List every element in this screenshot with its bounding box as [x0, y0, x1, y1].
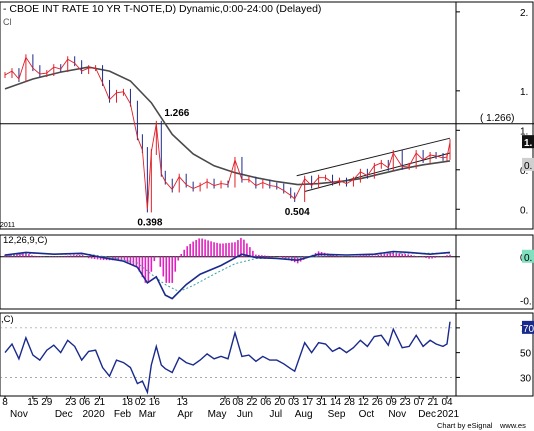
- x-tick-label: 29: [41, 397, 53, 408]
- y-tick-label: 0.: [520, 205, 528, 216]
- macd-last-box: [522, 249, 534, 263]
- x-month-label: 2020: [82, 409, 105, 420]
- x-tick-label: 26: [219, 397, 231, 408]
- y-tick-label: -0.: [520, 296, 532, 307]
- price-annotation: 0.398: [137, 217, 162, 228]
- x-month-label: Aug: [295, 409, 313, 420]
- macd-panel: 0.-0.0.: [0, 237, 534, 307]
- x-tick-label: 02: [135, 397, 147, 408]
- x-tick-label: 13: [177, 397, 189, 408]
- last-price-label: 1.: [524, 138, 533, 149]
- price-corner-label: Cl: [3, 17, 12, 27]
- chart-title: - CBOE INT RATE 10 YR T-NOTE,D) Dynamic,…: [3, 3, 321, 15]
- x-month-label: May: [208, 409, 227, 420]
- y-tick-label: 0.: [520, 166, 528, 177]
- x-month-label: Apr: [177, 409, 193, 420]
- channel-upper-line: [296, 137, 451, 177]
- x-tick-label: 08: [232, 397, 244, 408]
- x-tick-label: 22: [246, 397, 258, 408]
- x-month-label: Nov: [388, 409, 406, 420]
- x-tick-label: 06: [79, 397, 91, 408]
- ma-value-label: 0.: [524, 161, 532, 172]
- x-tick-label: 21: [94, 397, 106, 408]
- macd-title: 12,26,9,C): [3, 235, 47, 246]
- x-tick-label: 20: [274, 397, 286, 408]
- x-tick-label: 18: [122, 397, 134, 408]
- x-tick-label: 23: [400, 397, 412, 408]
- axis-border: [455, 234, 534, 310]
- x-tick-label: 8: [2, 397, 8, 408]
- y-tick-label: 50: [520, 349, 532, 360]
- x-tick-label: 21: [428, 397, 440, 408]
- x-tick-label: 12: [358, 397, 370, 408]
- x-tick-label: 28: [344, 397, 356, 408]
- ma-value-box: [522, 157, 534, 171]
- axis-border: [455, 312, 534, 397]
- panel-frames: [0, 1, 534, 397]
- price-footer-label: 2011: [0, 222, 15, 229]
- x-month-label: Feb: [114, 409, 132, 420]
- x-month-label: Nov: [10, 409, 28, 420]
- price-annotation: 1.266: [164, 108, 189, 119]
- resistance-level-label: ( 1.266): [480, 113, 514, 124]
- x-tick-label: 23: [65, 397, 77, 408]
- y-tick-label: 30: [520, 373, 532, 384]
- x-month-label: Oct: [359, 409, 375, 420]
- y-tick-label: 1.: [520, 126, 528, 137]
- x-tick-label: 06: [260, 397, 272, 408]
- x-tick-label: 04: [441, 397, 453, 408]
- x-month-label: Mar: [139, 409, 157, 420]
- x-month-label: Jul: [269, 409, 282, 420]
- x-tick-label: 31: [316, 397, 328, 408]
- channel-lower-line: [304, 152, 451, 192]
- y-tick-label: 1.: [520, 87, 528, 98]
- x-month-label: Sep: [328, 409, 346, 420]
- rsi-last-label: 70: [523, 324, 534, 335]
- rsi-line: [4, 321, 451, 395]
- x-tick-label: 07: [414, 397, 426, 408]
- macd-last-label: 0.: [524, 253, 532, 264]
- x-month-label: Dec: [418, 409, 436, 420]
- chart-credit-right: www.es: [499, 421, 526, 430]
- x-tick-label: 16: [149, 397, 161, 408]
- rsi-last-box: [522, 320, 534, 334]
- x-axis: 8 15 29 23 06 21 18 02 16 13 26 08 22 06 20 03 17 31 14 28 1…: [2, 396, 460, 420]
- macd-line: [4, 250, 451, 300]
- x-tick-label: 03: [288, 397, 300, 408]
- y-tick-label: 2.: [520, 8, 528, 19]
- last-price-box: [522, 135, 534, 149]
- rsi-title: ,C): [1, 314, 14, 325]
- axis-border: [455, 1, 534, 230]
- x-tick-label: 09: [386, 397, 398, 408]
- x-tick-label: 14: [330, 397, 342, 408]
- x-tick-label: 26: [372, 397, 384, 408]
- price-annotation: 0.504: [285, 207, 310, 218]
- x-month-label: 2021: [437, 409, 460, 420]
- x-tick-label: 17: [302, 397, 314, 408]
- x-tick-label: 15: [27, 397, 39, 408]
- price-line: [4, 56, 451, 210]
- x-month-label: Jun: [237, 409, 253, 420]
- chart-credit: Chart by eSignal: [437, 421, 493, 430]
- x-month-label: Dec: [55, 409, 73, 420]
- rsi-panel: 70503070: [0, 320, 534, 395]
